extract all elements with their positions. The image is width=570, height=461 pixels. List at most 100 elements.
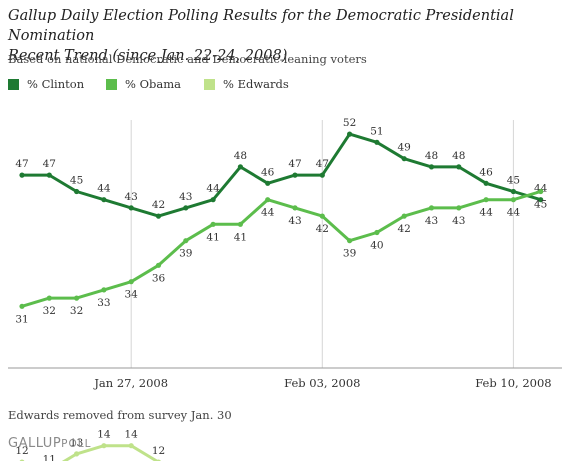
data-label: 43 [425,215,438,227]
data-point [538,188,544,195]
data-point [101,443,107,449]
data-label: 44 [206,183,220,195]
data-point [19,172,25,178]
data-label: 32 [70,305,83,317]
data-label: 45 [507,175,520,187]
data-label: 43 [125,191,138,203]
legend-item-1: % Obama [106,77,204,91]
data-point [374,229,380,236]
data-label: 44 [507,207,521,219]
data-label: 47 [316,158,329,170]
data-label: 42 [152,199,165,211]
data-label: 45 [534,199,547,211]
data-point [237,221,243,227]
data-point [374,139,380,145]
data-point [210,197,216,203]
data-label: 46 [261,166,275,178]
data-point [183,238,189,244]
data-point [401,156,407,162]
data-label: 43 [179,191,192,203]
data-label: 11 [43,453,56,461]
data-label: 43 [288,215,301,227]
legend-swatch-0 [8,78,19,90]
legend-label-2: % Edwards [223,77,289,91]
data-label: 31 [15,313,28,325]
data-label: 41 [234,231,247,243]
data-label: 42 [316,223,329,235]
data-label: 44 [261,207,275,219]
legend-label-1: % Obama [125,77,181,91]
data-point [74,451,80,457]
data-label: 41 [206,231,219,243]
data-label: 48 [234,150,247,162]
data-point [183,205,189,211]
data-point [510,197,516,203]
data-point [128,279,134,285]
chart-title-line2: Recent Trend (since Jan. 22-24, 2008) [8,48,288,64]
legend-item-2: % Edwards [204,77,302,91]
data-label: 12 [15,445,28,457]
data-label: 43 [452,215,465,227]
data-point [46,295,52,301]
brand-sub: POLL [61,438,92,450]
data-label: 52 [343,117,356,129]
series-line-2 [22,444,160,461]
data-label: 48 [425,150,438,162]
chart-subtitle: Based on national Democratic and Democra… [8,52,367,66]
data-label: 13 [70,437,83,449]
data-point [292,172,298,178]
data-label: 40 [370,240,383,252]
data-point [237,164,243,170]
legend-label-0: % Clinton [27,77,85,91]
data-point [483,197,489,203]
legend-swatch-2 [204,78,215,90]
data-point [347,131,353,137]
data-point [319,213,325,219]
data-point [155,262,162,268]
data-point [74,295,80,301]
data-point [456,205,462,211]
data-label: 47 [43,158,56,170]
data-label: 39 [343,248,356,260]
data-point [456,164,462,170]
data-label: 14 [97,429,111,441]
footnote: Edwards removed from survey Jan. 30 [8,408,232,422]
data-label: 39 [179,248,192,260]
data-point [128,205,134,211]
data-point [428,164,435,170]
x-tick-label: Feb 10, 2008 [475,376,551,390]
series-line-0 [22,132,542,218]
chart-title: Gallup Daily Election Polling Results fo… [8,6,570,66]
data-point [401,213,407,219]
data-point [428,205,435,211]
data-label: 42 [398,223,411,235]
data-point [210,221,216,227]
data-label: 46 [479,166,493,178]
series-line-1 [21,190,542,308]
data-point [265,180,271,186]
x-tick-label: Feb 03, 2008 [284,376,360,390]
data-label: 12 [152,445,165,457]
data-point [101,197,107,203]
data-point [538,197,544,203]
data-point [46,172,52,178]
data-point [155,213,162,219]
data-label: 32 [43,305,56,317]
data-point [319,172,325,178]
data-label: 51 [370,125,383,137]
data-label: 49 [398,142,411,154]
data-point [101,287,107,293]
data-label: 48 [452,150,465,162]
data-label: 44 [479,207,493,219]
brand-main: GALLUP [8,436,62,451]
data-point [510,188,516,195]
data-point [265,197,271,203]
legend-swatch-1 [106,78,117,90]
gallup-poll-logo: GALLUPPOLL [8,436,91,451]
legend-item-0: % Clinton [8,77,106,91]
legend: % Clinton % Obama % Edwards [8,77,302,91]
data-label: 47 [288,158,301,170]
data-label: 34 [125,289,139,301]
x-tick-label: Jan 27, 2008 [93,376,168,390]
